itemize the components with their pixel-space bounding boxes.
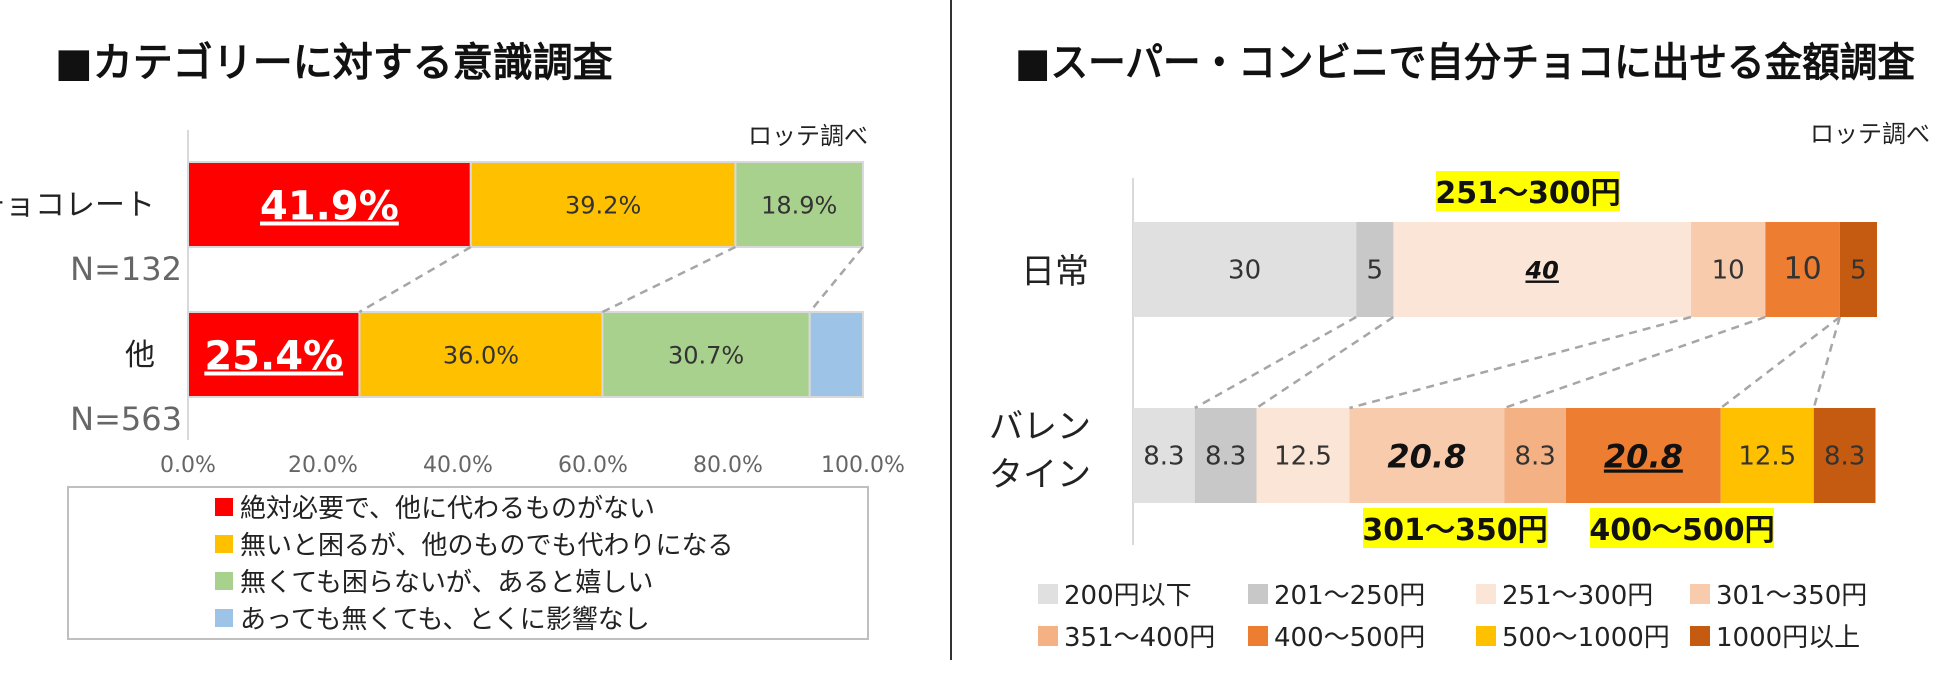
bar-segment [734,161,864,248]
legend-swatch [1038,626,1058,646]
legend-swatch [215,535,233,553]
connector-line [358,245,472,314]
connector-line [601,245,736,314]
legend-swatch [1038,584,1058,604]
category-label: 日常 [1021,252,1089,292]
legend-label: 1000円以上 [1716,623,1860,653]
tick-label: 80.0% [693,453,763,478]
bar-segment [1133,408,1195,503]
data-label: 8.3 [1205,442,1246,472]
tick-label: 40.0% [423,453,493,478]
legend-label: 400〜500円 [1274,623,1425,653]
bar-segment [1504,408,1567,503]
legend-swatch [1248,584,1268,604]
bar-segment [1356,222,1394,317]
legend-swatch [215,609,233,627]
legend-label: あっても無くても、とくに影響なし [240,605,650,635]
connector-line [1503,315,1766,410]
legend-swatch [1476,584,1496,604]
legend-swatch [1690,584,1710,604]
data-label: 36.0% [443,342,519,370]
legend-swatch [1248,626,1268,646]
legend-label: 絶対必要で、他に代わるものがない [240,494,655,524]
data-label: 12.5 [1274,442,1332,472]
data-label: 5 [1850,256,1867,286]
data-label: 40 [1524,257,1558,285]
legend-label: 201〜250円 [1274,581,1425,611]
bar-segment [1566,408,1721,503]
highlight-label: 400〜500円 [1589,513,1774,548]
data-label: 10 [1712,256,1745,286]
bar-segment [1839,222,1877,317]
legend-label: 無くても困らないが、あると嬉しい [240,568,653,598]
legend-label: 500〜1000円 [1502,623,1670,653]
data-label: 20.8 [1387,438,1466,476]
right-source: ロッテ調べ [1810,120,1930,148]
category-label: 他 [125,338,155,373]
data-label: 18.9% [761,192,837,220]
highlight-box [1363,508,1547,548]
tick-label: 100.0% [821,453,905,478]
highlight-label: 251〜300円 [1435,176,1620,211]
data-label: 39.2% [565,192,641,220]
left-title: ■カテゴリーに対する意識調査 [55,40,613,86]
bar-segment [1133,222,1357,317]
bar-segment [808,311,864,398]
bar-segment [1349,408,1505,503]
data-label: 41.9% [260,184,399,230]
tick-label: 60.0% [558,453,628,478]
bar-segment [469,161,737,248]
bar-segment [1765,222,1840,317]
connector-line [1349,315,1692,410]
legend-swatch [1476,626,1496,646]
legend-label: 251〜300円 [1502,581,1653,611]
data-label: 8.3 [1824,442,1865,472]
legend-label: 無いと困るが、他のものでも代わりになる [240,531,733,561]
sample-size: N=132 [70,250,182,288]
bar-segment [1256,408,1350,503]
bar-segment [1813,408,1876,503]
legend-label: 301〜350円 [1716,581,1867,611]
data-label: 5 [1367,256,1384,286]
bar-segment [1720,408,1814,503]
legend-swatch [1690,626,1710,646]
data-label: 12.5 [1738,442,1796,472]
legend-box [67,486,869,640]
data-label: 25.4% [204,334,343,380]
right-title: ■スーパー・コンビニで自分チョコに出せる金額調査 [1015,40,1915,86]
data-label: 30.7% [668,342,744,370]
category-label: バレンタイン [989,407,1091,495]
connector-line [1720,316,1841,409]
legend-swatch [215,498,233,516]
category-label: チョコレート [0,188,155,223]
data-label: 8.3 [1143,442,1184,472]
data-label: 20.8 [1604,438,1683,476]
tick-label: 20.0% [288,453,358,478]
highlight-box [1590,508,1774,548]
data-label: 8.3 [1514,442,1555,472]
sample-size: N=563 [70,400,182,438]
connector-line [1194,315,1357,410]
bar-segment [1393,222,1691,317]
bar-segment [601,311,811,398]
data-label: 10 [1784,252,1822,287]
legend-label: 351〜400円 [1064,623,1215,653]
data-label: 30 [1228,256,1261,286]
bar-segment [1691,222,1766,317]
tick-label: 0.0% [160,453,216,478]
left-source: ロッテ調べ [748,122,868,150]
highlight-box [1436,171,1620,211]
connector-line [808,246,864,313]
legend-swatch [215,572,233,590]
connector-line [1812,316,1842,409]
legend-label: 200円以下 [1064,581,1192,611]
bar-segment [1194,408,1257,503]
highlight-label: 301〜350円 [1362,513,1547,548]
